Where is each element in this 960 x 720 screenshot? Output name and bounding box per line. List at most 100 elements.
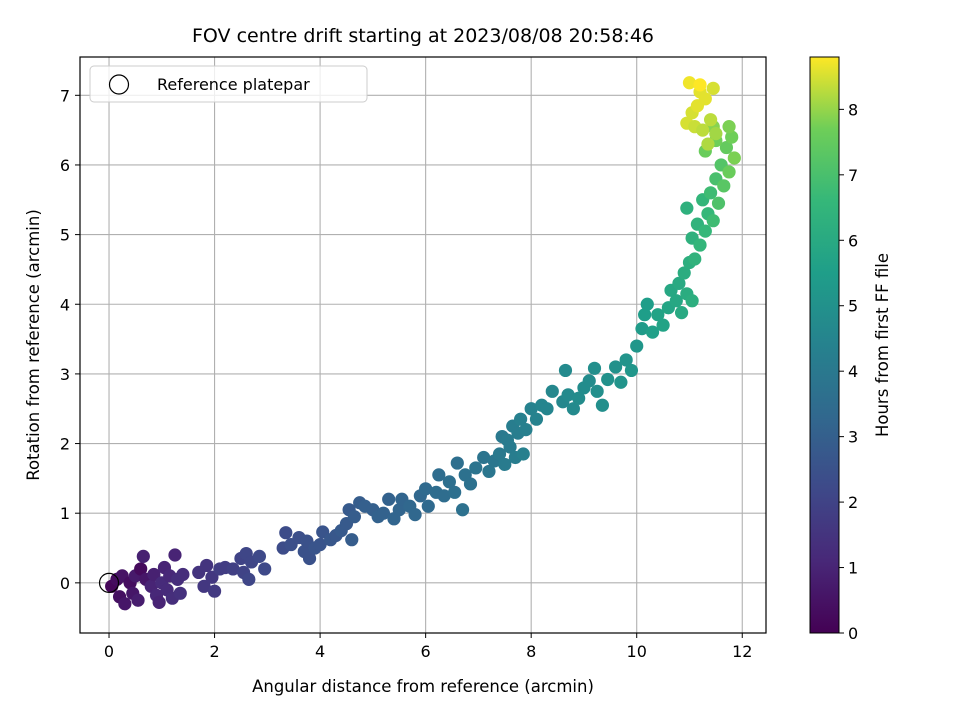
scatter-point	[469, 461, 483, 475]
chart-title: FOV centre drift starting at 2023/08/08 …	[192, 25, 654, 47]
scatter-point	[258, 562, 272, 576]
x-tick-label: 4	[315, 642, 325, 661]
plot-frame	[79, 56, 767, 634]
scatter-point	[698, 92, 712, 106]
scatter-point	[696, 123, 710, 137]
scatter-point	[519, 423, 533, 437]
scatter-point	[595, 398, 610, 412]
colorbar-label: Hours from first FF file	[873, 253, 892, 437]
colorbar-tick-label: 0	[848, 624, 858, 643]
legend-box	[89, 65, 368, 103]
scatter-point	[722, 120, 736, 134]
x-axis-label: Angular distance from reference (arcmin)	[252, 677, 594, 696]
scatter-point	[176, 567, 190, 582]
scatter-point	[693, 238, 707, 252]
reference-marker-layer	[98, 572, 120, 593]
scatter-points	[105, 76, 741, 611]
x-axis-ticks: 0 2 4 6 8 10 12	[104, 633, 752, 661]
scatter-point	[651, 308, 665, 322]
x-tick-label: 10	[627, 642, 647, 661]
scatter-point	[482, 464, 496, 479]
scatter-point	[242, 572, 256, 586]
scatter-point	[725, 130, 739, 144]
scatter-point	[630, 339, 644, 353]
colorbar-ticks: 0 1 2 3 4 5 6 7 8	[839, 100, 858, 643]
y-tick-label: 4	[60, 295, 70, 314]
scatter-point	[709, 127, 723, 141]
scatter-point	[442, 475, 456, 489]
scatter-point	[503, 440, 517, 454]
y-tick-label: 7	[60, 86, 70, 105]
scatter-point	[711, 196, 726, 210]
scatter-point	[619, 353, 633, 367]
y-tick-label: 3	[60, 365, 70, 384]
scatter-point	[477, 450, 491, 465]
scatter-point	[463, 477, 478, 491]
scatter-point	[279, 526, 293, 540]
scatter-point	[455, 503, 470, 517]
legend-label: Reference platepar	[157, 75, 310, 94]
reference-platepar-marker	[98, 572, 120, 593]
scatter-point	[727, 151, 741, 165]
scatter-point	[722, 165, 736, 179]
scatter-point	[582, 374, 596, 388]
scatter-point	[566, 402, 580, 416]
scatter-point	[382, 492, 396, 506]
scatter-point	[669, 294, 683, 308]
scatter-point	[345, 533, 359, 547]
scatter-point	[450, 456, 464, 470]
scatter-point	[719, 140, 734, 155]
scatter-point	[207, 584, 222, 598]
x-tick-label: 8	[526, 642, 536, 661]
scatter-point	[587, 361, 602, 375]
scatter-point	[392, 503, 406, 517]
scatter-point	[173, 586, 187, 600]
scatter-point	[624, 363, 639, 378]
scatter-point	[516, 447, 530, 461]
scatter-point	[408, 507, 422, 522]
scatter-point	[688, 252, 702, 266]
scatter-point	[419, 482, 433, 496]
scatter-point	[677, 266, 691, 280]
scatter-point	[226, 562, 240, 576]
legend-open-circle-marker	[108, 74, 130, 95]
scatter-point	[347, 510, 361, 524]
colorbar-tick-label: 4	[848, 362, 858, 381]
x-tick-label: 2	[209, 642, 219, 661]
scatter-point	[706, 81, 720, 95]
scatter-point	[674, 306, 689, 320]
scatter-point	[492, 447, 507, 461]
scatter-point	[703, 186, 718, 200]
scatter-point	[524, 402, 538, 416]
scatter-point	[197, 579, 211, 593]
scatter-point	[152, 595, 166, 609]
scatter-point	[376, 506, 391, 520]
scatter-point	[645, 325, 660, 339]
colorbar: 0 1 2 3 4 5 6 7 8 Hours from first FF file	[809, 56, 892, 643]
legend: Reference platepar	[89, 65, 368, 103]
grid-lines	[80, 57, 766, 633]
scatter-point	[701, 137, 715, 151]
y-tick-label: 0	[60, 574, 70, 593]
scatter-point	[698, 224, 712, 238]
scatter-point	[147, 567, 161, 582]
colorbar-gradient	[809, 56, 840, 634]
scatter-point	[514, 412, 528, 426]
scatter-point	[168, 548, 182, 562]
scatter-point	[205, 570, 219, 584]
scatter-point	[437, 489, 451, 503]
scatter-point	[609, 360, 623, 374]
y-tick-label: 6	[60, 156, 70, 175]
scatter-point	[498, 457, 512, 472]
colorbar-tick-label: 5	[848, 297, 858, 316]
scatter-point	[529, 412, 544, 426]
scatter-point	[572, 391, 586, 405]
scatter-point	[590, 384, 604, 398]
scatter-point	[313, 537, 327, 552]
y-tick-label: 2	[60, 435, 70, 454]
scatter-point	[640, 297, 654, 311]
scatter-point	[703, 113, 718, 127]
scatter-point	[614, 375, 628, 389]
scatter-point	[558, 363, 573, 378]
